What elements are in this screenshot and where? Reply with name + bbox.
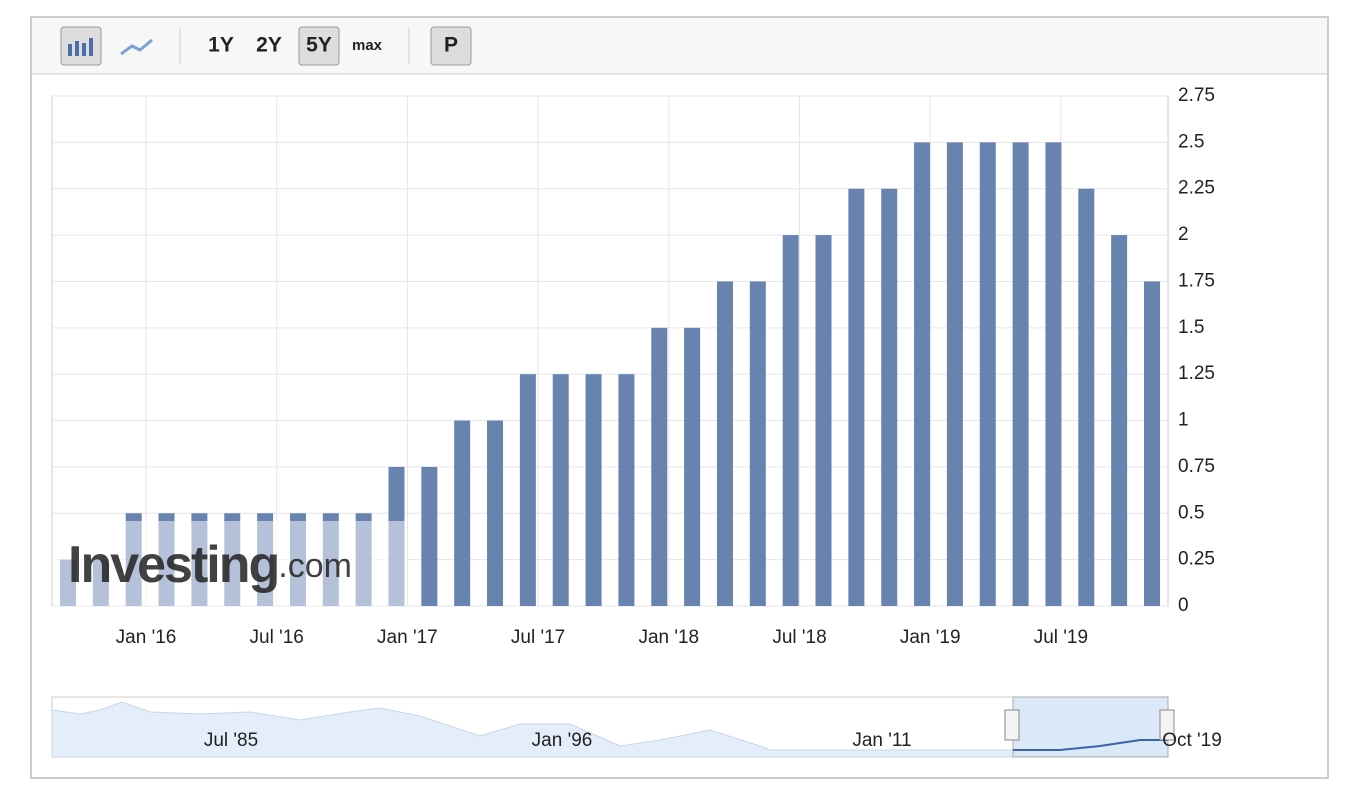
bar <box>487 420 504 606</box>
y-tick-label: 0 <box>1178 595 1189 616</box>
y-tick-label: 1.25 <box>1178 363 1215 384</box>
watermark-suffix: .com <box>278 547 352 585</box>
bar <box>684 327 701 606</box>
bar <box>749 281 766 606</box>
bar <box>519 374 536 606</box>
y-tick-label: 1 <box>1178 410 1189 431</box>
x-tick-label: Jan '17 <box>377 627 438 648</box>
x-tick-label: Jan '19 <box>900 627 961 648</box>
y-tick-label: 0.5 <box>1178 502 1204 523</box>
y-tick-label: 2.5 <box>1178 131 1204 152</box>
y-tick-label: 1.5 <box>1178 317 1204 338</box>
bar <box>815 235 832 606</box>
navigator-handle[interactable] <box>1004 709 1020 741</box>
bar <box>618 374 635 606</box>
watermark-veil <box>53 521 406 606</box>
bar-icon <box>68 38 93 56</box>
bar <box>651 327 668 606</box>
navigator-label: Jan '96 <box>532 730 593 751</box>
x-tick-label: Jan '18 <box>638 627 699 648</box>
x-tick-label: Jul '16 <box>250 627 304 648</box>
bar <box>1111 235 1128 606</box>
navigator-line <box>1013 739 1168 751</box>
bar <box>716 281 733 606</box>
x-tick-label: Jul '19 <box>1034 627 1088 648</box>
range-button[interactable]: 5Y <box>306 34 332 57</box>
bar <box>1144 281 1160 606</box>
x-tick-label: Jul '18 <box>772 627 826 648</box>
navigator: Jul '85 Jan '96 Jan '11 Oct '19 <box>51 696 1222 758</box>
range-button[interactable]: 1Y <box>208 34 234 57</box>
p-button[interactable]: P <box>444 34 458 57</box>
x-tick-label: Jan '16 <box>116 627 177 648</box>
navigator-label: Jan '11 <box>852 730 911 751</box>
bar <box>421 466 438 606</box>
navigator-label: Jul '85 <box>204 730 258 751</box>
y-tick-label: 2.25 <box>1178 178 1215 199</box>
bar <box>552 374 569 606</box>
watermark-brand: Investing <box>68 536 278 594</box>
frame <box>30 16 1329 779</box>
navigator-label: Oct '19 <box>1162 730 1222 751</box>
bar <box>914 142 931 606</box>
bar <box>1078 188 1095 606</box>
bar-chart-button[interactable] <box>60 26 102 66</box>
range-button[interactable]: 2Y <box>256 34 282 57</box>
y-tick-label: 0.75 <box>1178 456 1215 477</box>
bar <box>454 420 471 606</box>
bar <box>1012 142 1029 606</box>
bar <box>946 142 963 606</box>
y-tick-label: 2.75 <box>1178 85 1215 106</box>
range-button[interactable]: max <box>352 37 383 54</box>
bar <box>782 235 799 606</box>
navigator-area <box>51 701 1014 758</box>
bar <box>848 188 865 606</box>
bar <box>1045 142 1062 606</box>
toolbar <box>32 18 1327 74</box>
watermark: Investing.com <box>68 536 352 594</box>
active-range <box>298 26 340 66</box>
y-tick-label: 0.25 <box>1178 549 1215 570</box>
y-tick-label: 1.75 <box>1178 270 1215 291</box>
bar <box>585 374 602 606</box>
x-tick-label: Jul '17 <box>511 627 565 648</box>
line-chart-button[interactable] <box>120 38 153 56</box>
navigator-selection[interactable] <box>1012 696 1169 758</box>
bar <box>979 142 996 606</box>
y-tick-label: 2 <box>1178 224 1189 245</box>
bar <box>881 188 898 606</box>
p-button-bg <box>430 26 472 66</box>
navigator-handle[interactable] <box>1159 709 1175 741</box>
